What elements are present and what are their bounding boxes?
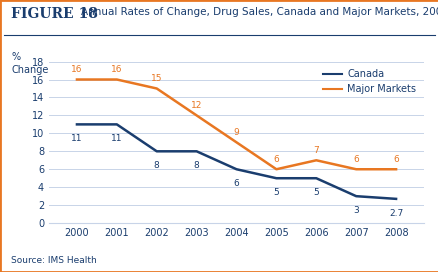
Text: 8: 8 [193, 161, 199, 170]
Text: 3: 3 [353, 206, 358, 215]
Text: 5: 5 [313, 188, 318, 197]
Text: 11: 11 [111, 134, 122, 143]
Text: 12: 12 [191, 101, 202, 110]
Text: 6: 6 [392, 155, 398, 164]
Text: 7: 7 [313, 146, 318, 155]
Text: 5: 5 [273, 188, 279, 197]
Text: 8: 8 [153, 161, 159, 170]
Text: 6: 6 [273, 155, 279, 164]
Text: 16: 16 [71, 65, 82, 74]
Text: Annual Rates of Change, Drug Sales, Canada and Major Markets, 2000 – 2008: Annual Rates of Change, Drug Sales, Cana… [81, 7, 438, 17]
Text: 9: 9 [233, 128, 239, 137]
Text: Change: Change [11, 65, 49, 75]
Text: Source: IMS Health: Source: IMS Health [11, 256, 96, 265]
Text: 11: 11 [71, 134, 82, 143]
Text: 6: 6 [353, 155, 358, 164]
Text: FIGURE 18: FIGURE 18 [11, 7, 98, 21]
Text: 16: 16 [111, 65, 122, 74]
Text: 2.7: 2.7 [388, 209, 402, 218]
Legend: Canada, Major Markets: Canada, Major Markets [319, 66, 418, 97]
Text: 6: 6 [233, 179, 239, 188]
Text: 15: 15 [151, 74, 162, 83]
Text: %: % [11, 52, 21, 62]
